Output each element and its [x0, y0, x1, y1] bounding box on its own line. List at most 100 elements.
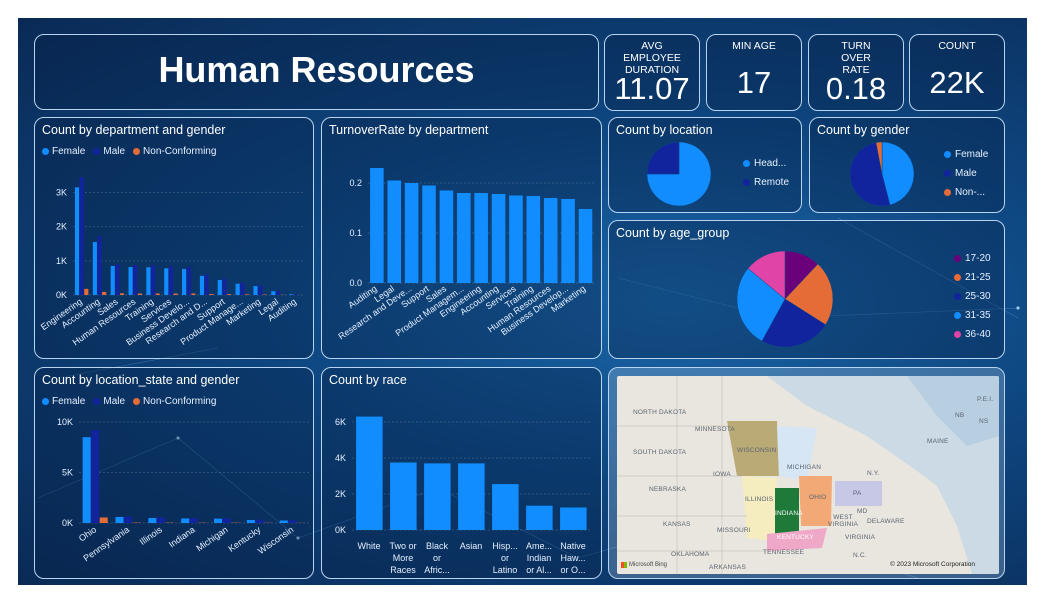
pie-slice-3640: [747, 251, 786, 300]
chart-title: TurnoverRate by department: [329, 123, 489, 137]
pie-slice-male: [850, 142, 891, 206]
bar-female: [235, 283, 240, 295]
legend-male: Male: [103, 146, 126, 157]
chart-location[interactable]: Count by location Head... Remote: [608, 117, 802, 213]
bar: [578, 209, 593, 283]
kpi-count[interactable]: COUNT 22K: [909, 34, 1005, 111]
bar-female: [289, 294, 294, 295]
legend-male: Male: [955, 168, 977, 179]
bar: [492, 484, 519, 530]
chart-gender[interactable]: Count by gender Female Male Non-...: [809, 117, 1005, 213]
chart-turnover[interactable]: TurnoverRate by department 0.0 0.1 0.2 Audi…: [321, 117, 602, 359]
bar-nonconforming: [262, 294, 267, 295]
y-tick-label: 0.1: [349, 228, 362, 238]
map-label: N.C.: [853, 552, 867, 559]
kpi-label: COUNT: [938, 40, 976, 52]
legend-36-40: 36-40: [965, 329, 991, 340]
y-tick-label: 2K: [56, 222, 67, 232]
bar-male: [288, 520, 297, 523]
x-tick-label: Indian: [527, 553, 552, 563]
dept-gender-plot: 0K1K2K3KEngineeringAccountingSalesHuman …: [39, 177, 305, 347]
chart-age-group[interactable]: Count by age_group 17-20 21-25 25-30 31-…: [608, 220, 1005, 359]
map-label: NS: [979, 418, 989, 425]
dashboard-canvas: Human Resources AVG EMPLOYEE DURATION 11…: [18, 18, 1027, 585]
map-label: MD: [857, 508, 868, 515]
chart-title: Count by gender: [817, 123, 910, 137]
legend-female: Female: [52, 396, 86, 407]
bar-male: [240, 282, 245, 295]
map-label: OKLAHOMA: [671, 551, 710, 558]
y-tick-label: 0K: [56, 290, 67, 300]
legend-31-35: 31-35: [965, 310, 991, 321]
bar-male: [150, 265, 156, 295]
legend-female: Female: [52, 146, 86, 157]
bar-female: [253, 286, 258, 295]
legend-nonconforming: Non-...: [955, 187, 986, 198]
chart-race[interactable]: Count by race 0K 2K 4K 6K White Two or More Rac…: [321, 367, 602, 579]
title-card: Human Resources: [34, 34, 599, 110]
legend-nonconforming: Non-Conforming: [143, 146, 217, 157]
location-pie: [647, 142, 711, 206]
legend-17-20: 17-20: [965, 253, 991, 264]
bar-male: [133, 264, 138, 295]
bar-male: [222, 518, 231, 523]
legend-remote: Remote: [754, 177, 790, 188]
pie-slice-3135: [737, 268, 786, 342]
bar-female: [115, 516, 124, 523]
bar-male: [222, 278, 227, 295]
map-label: MINNESOTA: [695, 426, 735, 433]
x-tick-label: Wisconsin: [256, 524, 295, 556]
bar: [387, 180, 402, 283]
kpi-turnover-rate[interactable]: TURN OVER RATE 0.18: [808, 34, 904, 111]
map-label: IOWA: [713, 471, 731, 478]
kpi-label: TURN OVER RATE: [841, 40, 871, 76]
bar-male: [258, 285, 263, 295]
legend-female: Female: [955, 149, 989, 160]
legend-headquarters: Head...: [754, 158, 787, 169]
bar-male: [255, 519, 264, 523]
x-tick-label: Ame...: [526, 541, 552, 551]
map-label: NEBRASKA: [649, 486, 687, 493]
map-label: MAINE: [927, 438, 949, 445]
x-tick-label: Michigan: [194, 524, 229, 553]
y-tick-label: 5K: [62, 468, 73, 478]
chart-state-gender[interactable]: Count by location_state and gender Femal…: [34, 367, 314, 579]
y-tick-label: 1K: [56, 256, 67, 266]
map-area[interactable]: NORTH DAKOTA MINNESOTA SOUTH DAKOTA WISC…: [617, 376, 999, 574]
map-label: OHIO: [809, 494, 827, 501]
y-tick-label: 0K: [62, 518, 73, 528]
bar-male: [91, 430, 100, 523]
bar-female: [148, 517, 157, 523]
chart-legend: Female Male Non-Conforming: [42, 396, 216, 407]
map-label: N.Y.: [867, 470, 880, 477]
bar-female: [246, 519, 255, 523]
chart-legend: Female Male Non-...: [944, 145, 988, 202]
bar-female: [279, 520, 288, 523]
map-label: SOUTH DAKOTA: [633, 449, 687, 456]
bar-female: [92, 242, 97, 295]
bar: [561, 199, 575, 283]
map-label: MICHIGAN: [787, 464, 822, 471]
chart-dept-gender[interactable]: Count by department and gender Female Ma…: [34, 117, 314, 359]
kpi-min-age[interactable]: MIN AGE 17: [706, 34, 802, 111]
chart-legend: Head... Remote: [743, 154, 789, 192]
y-tick-label: 0.2: [349, 178, 362, 188]
map-label: NB: [955, 412, 965, 419]
bar-nonconforming: [102, 291, 107, 295]
bar: [526, 196, 541, 283]
x-tick-label: Black: [426, 541, 449, 551]
map-copyright: © 2023 Microsoft Corporation: [890, 561, 975, 568]
bar-nonconforming: [173, 293, 178, 295]
map-shapes: [617, 376, 999, 574]
kpi-label: MIN AGE: [732, 40, 776, 52]
bar-female: [182, 269, 187, 295]
x-tick-label: More: [393, 553, 414, 563]
bar-female: [164, 268, 169, 295]
chart-title: Count by age_group: [616, 226, 730, 240]
map-label: ILLINOIS: [745, 496, 774, 503]
kpi-avg-duration[interactable]: AVG EMPLOYEE DURATION 11.07: [604, 34, 700, 111]
bar: [356, 416, 383, 530]
map-card[interactable]: NORTH DAKOTA MINNESOTA SOUTH DAKOTA WISC…: [608, 367, 1005, 579]
pie-slice-female: [881, 142, 914, 206]
map-label: MISSOURI: [717, 527, 751, 534]
